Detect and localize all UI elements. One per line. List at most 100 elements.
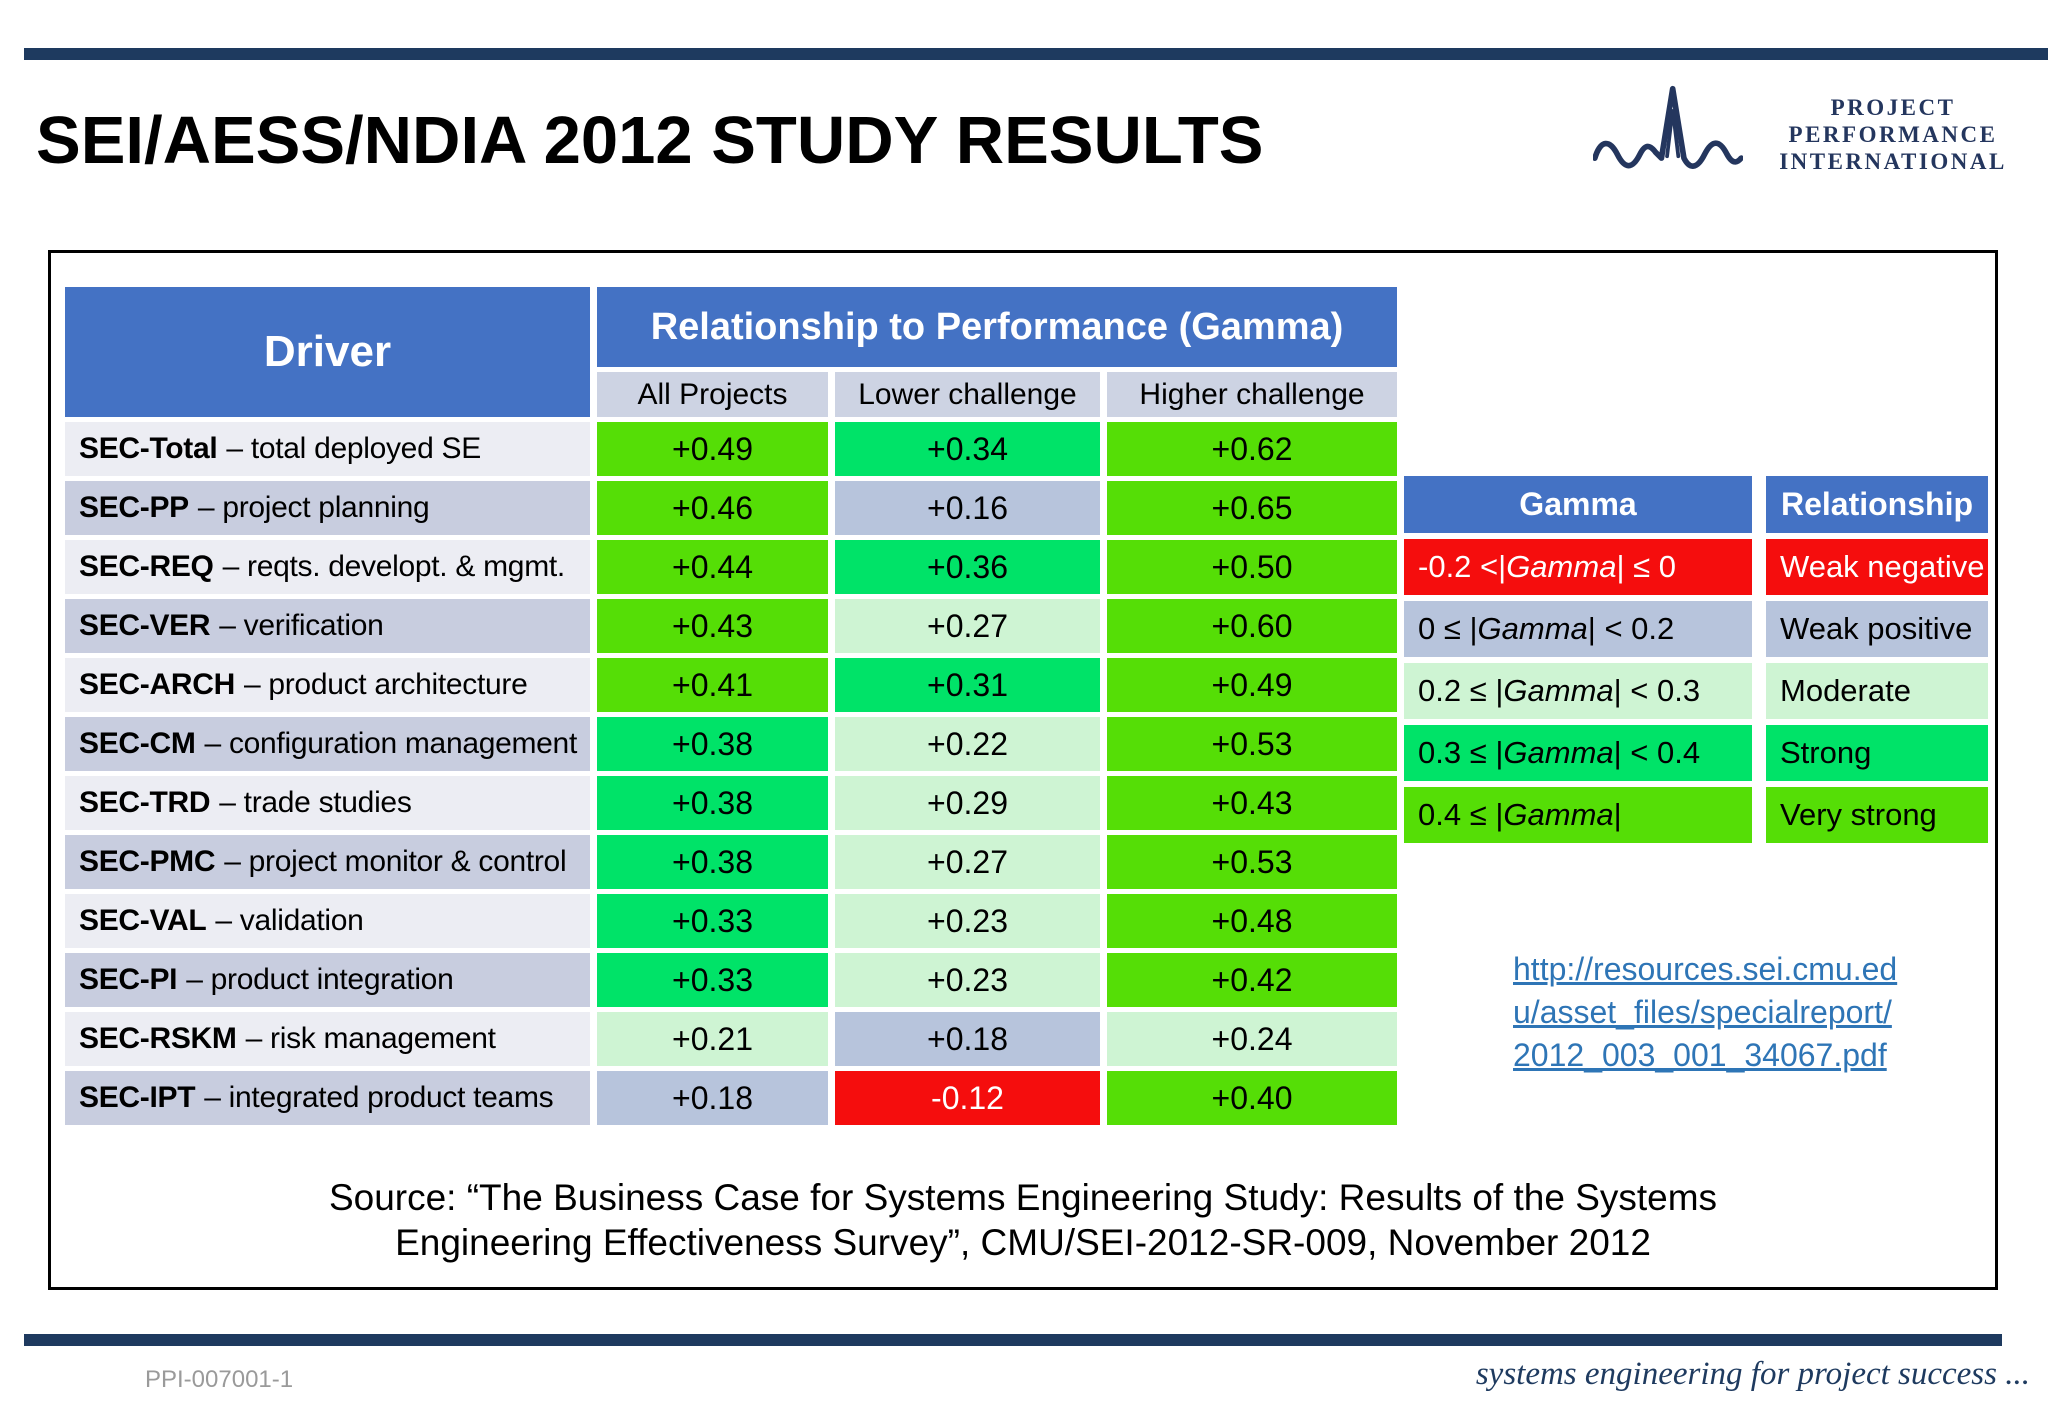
footer-rule (24, 1334, 2002, 1346)
column-header-higher-challenge: Higher challenge (1107, 372, 1397, 417)
driver-row-label: SEC-VER – verification (65, 599, 590, 653)
driver-row-label: SEC-REQ – reqts. developt. & mgmt. (65, 540, 590, 594)
legend-label: Weak positive (1766, 601, 1988, 657)
driver-desc: – product integration (186, 963, 454, 996)
driver-code: SEC-Total (79, 432, 218, 465)
legend-label: Very strong (1766, 787, 1988, 843)
driver-code: SEC-IPT (79, 1081, 196, 1114)
link-line: u/asset_files/specialreport/ (1513, 994, 1892, 1030)
top-rule (24, 48, 2048, 60)
gamma-value-cell: +0.18 (835, 1012, 1100, 1066)
gamma-value-cell: +0.29 (835, 776, 1100, 830)
ppi-logo: PROJECT PERFORMANCE INTERNATIONAL (1593, 66, 2048, 190)
gamma-value-cell: +0.36 (835, 540, 1100, 594)
gamma-value-cell: +0.41 (597, 658, 828, 712)
driver-desc: – project monitor & control (224, 845, 567, 878)
legend-header-gamma: Gamma (1404, 476, 1752, 533)
gamma-value-cell: +0.43 (597, 599, 828, 653)
driver-desc: – total deployed SE (226, 432, 481, 465)
slide-number: PPI-007001-1 (145, 1366, 294, 1393)
gamma-value-cell: +0.33 (597, 953, 828, 1007)
driver-code: SEC-TRD (79, 786, 211, 819)
logo-text: PROJECT PERFORMANCE INTERNATIONAL (1753, 94, 2033, 175)
driver-row-label: SEC-CM – configuration management (65, 717, 590, 771)
driver-desc: – project planning (197, 491, 430, 524)
gamma-value-cell: +0.38 (597, 717, 828, 771)
driver-desc: – integrated product teams (204, 1081, 554, 1114)
driver-desc: – verification (219, 609, 384, 642)
legend-label: Weak negative (1766, 539, 1988, 595)
gamma-value-cell: +0.49 (1107, 658, 1397, 712)
gamma-value-cell: +0.60 (1107, 599, 1397, 653)
driver-desc: – trade studies (219, 786, 412, 819)
driver-desc: – validation (215, 904, 364, 937)
source-line2: Engineering Effectiveness Survey”, CMU/S… (395, 1222, 1651, 1263)
driver-row-label: SEC-PP – project planning (65, 481, 590, 535)
driver-code: SEC-RSKM (79, 1022, 237, 1055)
legend-range: 0.2 ≤ | Gamma | < 0.3 (1404, 663, 1752, 719)
gamma-value-cell: +0.27 (835, 835, 1100, 889)
legend-table: Gamma Relationship -0.2 <| Gamma | ≤ 0 W… (1404, 476, 1988, 843)
gamma-value-cell: +0.18 (597, 1071, 828, 1125)
gamma-value-cell: +0.24 (1107, 1012, 1397, 1066)
gamma-value-cell: +0.31 (835, 658, 1100, 712)
driver-header-cell: Driver (65, 287, 590, 417)
link-line: 2012_003_001_34067.pdf (1513, 1037, 1887, 1073)
gamma-value-cell: +0.44 (597, 540, 828, 594)
tagline: systems engineering for project success … (1475, 1356, 2030, 1392)
column-header-lower-challenge: Lower challenge (835, 372, 1100, 417)
gamma-value-cell: +0.16 (835, 481, 1100, 535)
slide-title: SEI/AESS/NDIA 2012 STUDY RESULTS (36, 103, 1264, 178)
driver-code: SEC-VER (79, 609, 211, 642)
link-line: http://resources.sei.cmu.ed (1513, 951, 1898, 987)
gamma-value-cell: +0.50 (1107, 540, 1397, 594)
gamma-value-cell: +0.33 (597, 894, 828, 948)
logo-text-line2: INTERNATIONAL (1779, 149, 2007, 174)
waveform-icon (1593, 85, 1743, 169)
gamma-value-cell: +0.27 (835, 599, 1100, 653)
legend-label: Moderate (1766, 663, 1988, 719)
driver-row-label: SEC-PMC – project monitor & control (65, 835, 590, 889)
legend-header-relationship: Relationship (1766, 476, 1988, 533)
gamma-value-cell: +0.53 (1107, 717, 1397, 771)
driver-code: SEC-VAL (79, 904, 207, 937)
driver-row-label: SEC-ARCH – product architecture (65, 658, 590, 712)
gamma-value-cell: +0.48 (1107, 894, 1397, 948)
gamma-value-cell: +0.46 (597, 481, 828, 535)
gamma-header-cell: Relationship to Performance (Gamma) (597, 287, 1397, 367)
legend-range: -0.2 <| Gamma | ≤ 0 (1404, 539, 1752, 595)
driver-row-label: SEC-RSKM – risk management (65, 1012, 590, 1066)
gamma-value-cell: +0.53 (1107, 835, 1397, 889)
gamma-value-cell: +0.22 (835, 717, 1100, 771)
logo-text-line1: PROJECT PERFORMANCE (1788, 95, 1998, 147)
source-citation: Source: “The Business Case for Systems E… (51, 1175, 1995, 1265)
driver-code: SEC-PP (79, 491, 189, 524)
gamma-value-cell: +0.38 (597, 776, 828, 830)
column-header-all-projects: All Projects (597, 372, 828, 417)
gamma-value-cell: +0.21 (597, 1012, 828, 1066)
gamma-value-cell: +0.23 (835, 894, 1100, 948)
gamma-value-cell: +0.42 (1107, 953, 1397, 1007)
legend-range: 0.4 ≤ | Gamma | (1404, 787, 1752, 843)
driver-desc: – reqts. developt. & mgmt. (222, 550, 566, 583)
driver-code: SEC-PMC (79, 845, 216, 878)
gamma-value-cell: +0.43 (1107, 776, 1397, 830)
gamma-value-cell: +0.65 (1107, 481, 1397, 535)
gamma-value-cell: +0.49 (597, 422, 828, 476)
driver-desc: – product architecture (243, 668, 528, 701)
legend-range: 0.3 ≤ | Gamma | < 0.4 (1404, 725, 1752, 781)
sei-report-link[interactable]: http://resources.sei.cmu.ed u/asset_file… (1513, 948, 1897, 1077)
driver-row-label: SEC-VAL – validation (65, 894, 590, 948)
driver-row-label: SEC-IPT – integrated product teams (65, 1071, 590, 1125)
driver-row-label: SEC-Total – total deployed SE (65, 422, 590, 476)
gamma-value-cell: +0.38 (597, 835, 828, 889)
driver-code: SEC-PI (79, 963, 178, 996)
main-table: Driver Relationship to Performance (Gamm… (65, 287, 1397, 1125)
driver-desc: – configuration management (204, 727, 578, 760)
source-line1: Source: “The Business Case for Systems E… (328, 1177, 1718, 1218)
gamma-value-cell: +0.23 (835, 953, 1100, 1007)
driver-desc: – risk management (245, 1022, 496, 1055)
gamma-value-cell: -0.12 (835, 1071, 1100, 1125)
driver-row-label: SEC-TRD – trade studies (65, 776, 590, 830)
legend-range: 0 ≤ | Gamma | < 0.2 (1404, 601, 1752, 657)
